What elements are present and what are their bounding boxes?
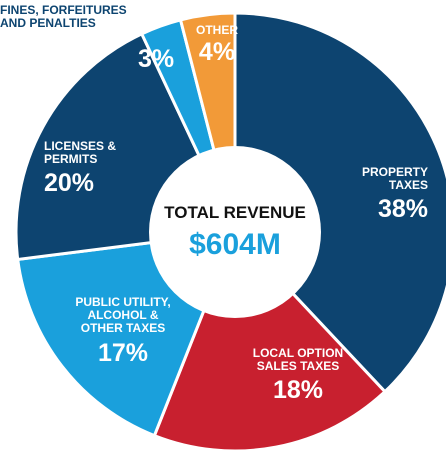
value-label: 20% [44, 169, 95, 198]
value-label: 4% [198, 38, 236, 67]
center-title: TOTAL REVENUE [164, 203, 306, 222]
category-label: FINES, FORFEITURES AND PENALTIES [0, 3, 127, 31]
category-label: PUBLIC UTILITY, ALCOHOL & OTHER TAXES [75, 295, 171, 336]
value-label: 3% [138, 45, 175, 73]
category-label: PROPERTY TAXES [361, 165, 428, 193]
slice [152, 229, 388, 453]
category-label: LOCAL OPTION SALES TAXES [252, 346, 344, 374]
slice-label: PUBLIC UTILITY, ALCOHOL & OTHER TAXES 17% [68, 295, 178, 367]
center-value: $604M [189, 228, 281, 261]
slice-label: LOCAL OPTION SALES TAXES 18% [238, 346, 358, 405]
slice-label: LICENSES & PERMITS 20% [44, 139, 134, 198]
value-label: 17% [97, 338, 149, 367]
slice-label: OTHER 4% [192, 23, 242, 67]
slice-label: PROPERTY TAXES 38% [348, 165, 428, 224]
slice [233, 11, 446, 394]
category-label: LICENSES & PERMITS [44, 139, 117, 167]
category-label: OTHER [196, 23, 238, 37]
value-label: 18% [272, 376, 324, 405]
donut-hole [149, 146, 321, 318]
slice-label: FINES, FORFEITURES AND PENALTIES 3% [0, 3, 174, 72]
value-label: 38% [377, 195, 428, 224]
